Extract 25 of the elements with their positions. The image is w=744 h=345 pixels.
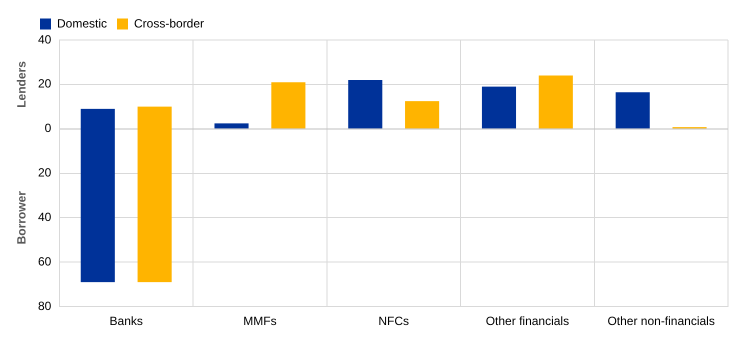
y-tick-label: 80 (38, 298, 52, 313)
bar (271, 82, 306, 128)
x-tick-label: MMFs (243, 314, 277, 328)
bar (80, 108, 115, 282)
bar (482, 86, 516, 128)
x-tick-label: Other financials (486, 314, 570, 328)
y-tick-label: 20 (38, 76, 52, 91)
bar (405, 101, 440, 128)
y-axis-title: Lenders (14, 60, 28, 108)
y-tick-label: 40 (38, 210, 52, 224)
x-tick-label: Other non-financials (607, 314, 715, 328)
text: Borrower (14, 190, 28, 244)
legend-label: Cross-border (134, 16, 204, 30)
y-tick-label: 60 (38, 254, 52, 268)
bar (348, 80, 382, 128)
x-tick-label: Banks (110, 314, 143, 328)
bar (138, 106, 172, 282)
bar (538, 76, 573, 128)
bar (214, 123, 249, 128)
y-tick-label: 0 (44, 121, 52, 136)
bar (616, 92, 650, 128)
y-tick-label: 20 (38, 166, 52, 180)
y-tick-label: 40 (38, 32, 52, 46)
x-tick-label: NFCs (378, 314, 410, 328)
legend-label: Domestic (57, 16, 108, 30)
